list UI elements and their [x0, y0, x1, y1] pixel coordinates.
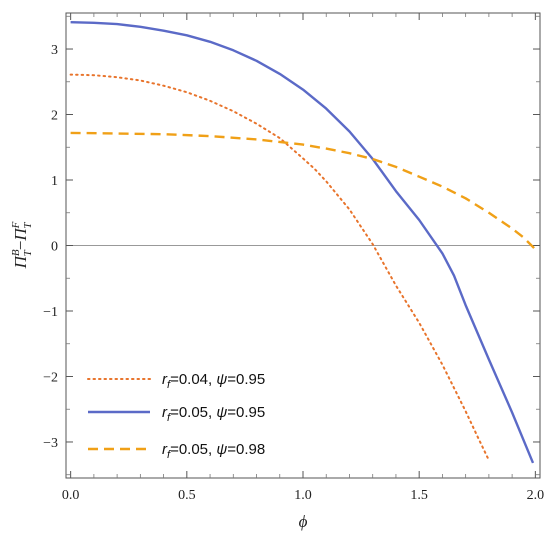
legend-label-1: rf=0.04, ψ=0.95	[162, 371, 265, 391]
x-tick-label: 1.5	[410, 488, 428, 503]
x-tick-label: 0.0	[62, 488, 80, 503]
y-tick-label: 3	[51, 43, 58, 58]
legend-label-2: rf=0.05, ψ=0.95	[162, 404, 265, 424]
y-label-sub-1: T	[22, 249, 34, 256]
y-tick-label: −3	[43, 436, 58, 451]
y-tick-label: 0	[51, 240, 58, 255]
x-tick-label: 0.5	[178, 488, 196, 503]
y-tick-label: 1	[51, 174, 58, 189]
series-line-3	[70, 131, 537, 251]
y-axis-label: ΠBT−ΠFT	[10, 221, 34, 269]
y-label-main-2: Π	[11, 227, 30, 242]
y-label-minus: −	[11, 241, 30, 251]
series-layer	[69, 21, 537, 464]
y-tick-label: −2	[43, 370, 58, 385]
x-axis-label: ϕ	[299, 512, 308, 531]
y-tick-label: 2	[51, 109, 58, 124]
y-label-sup-1: B	[10, 249, 22, 256]
y-label-sup-2: F	[10, 221, 22, 229]
axis-ticks: 0.0 0.5 1.0 1.5 2.0 −3 −2 −1 0 1 2 3	[43, 13, 544, 503]
y-label-sub-2: T	[22, 222, 34, 229]
legend: rf=0.04, ψ=0.95 rf=0.05, ψ=0.95 rf=0.05, ψ…	[87, 371, 265, 461]
series-line-2	[70, 21, 535, 464]
legend-label-3: rf=0.05, ψ=0.98	[162, 441, 265, 461]
series-line-1	[69, 73, 490, 462]
x-tick-label: 1.0	[294, 488, 312, 503]
y-label-main-1: Π	[11, 254, 30, 269]
x-tick-label: 2.0	[527, 488, 545, 503]
y-tick-label: −1	[43, 305, 58, 320]
